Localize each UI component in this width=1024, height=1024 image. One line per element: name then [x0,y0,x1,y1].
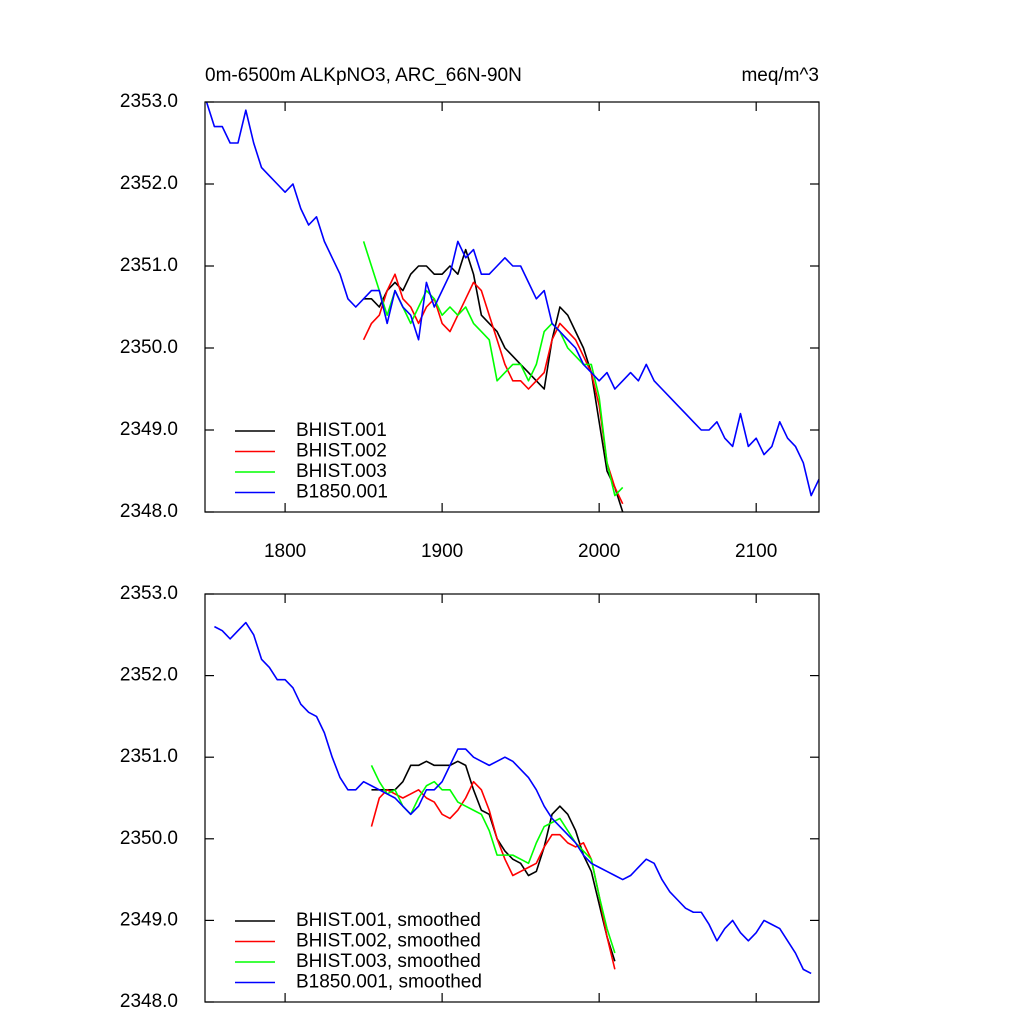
x-tick-label: 1800 [264,541,306,562]
y-tick-label: 2349.0 [120,909,178,930]
series-line [370,780,616,970]
legend-label: BHIST.002 [296,441,387,462]
series-line [214,621,812,975]
series-line [362,273,624,505]
x-tick-label: 2100 [735,541,777,562]
plot-frame [204,593,820,1003]
y-tick-label: 2353.0 [120,583,178,604]
legend-label: BHIST.002, smoothed [296,931,481,952]
legend-label: BHIST.001 [296,420,387,441]
y-tick-label: 2352.0 [120,665,178,686]
panel: 2348.0 2349.0 2350.0 2351.0 2352.0 2353.0 BHIS… [120,583,820,1012]
series-line [362,241,624,497]
chart-title: 0m-6500m ALKpNO3, ARC_66N-90N [205,65,522,86]
y-tick-label: 2350.0 [120,337,178,358]
legend-label: B1850.001 [296,482,388,503]
y-tick-label: 2351.0 [120,746,178,767]
legend-label: BHIST.001, smoothed [296,910,481,931]
y-tick-label: 2351.0 [120,255,178,276]
units-label: meq/m^3 [741,65,819,86]
legend-label: BHIST.003 [296,461,387,482]
x-tick-label: 2000 [578,541,620,562]
y-tick-label: 2352.0 [120,173,178,194]
series-line [205,102,819,497]
legend-label: B1850.001, smoothed [296,972,482,993]
x-tick-label: 1900 [421,541,463,562]
y-tick-label: 2348.0 [120,501,178,522]
panel: 2348.0 2349.0 2350.0 2351.0 2352.0 2353.0 1800… [120,65,820,562]
y-tick-label: 2350.0 [120,828,178,849]
y-tick-label: 2348.0 [120,991,178,1012]
y-tick-label: 2349.0 [120,419,178,440]
plot-frame [204,101,820,513]
legend-label: BHIST.003, smoothed [296,951,481,972]
y-tick-label: 2353.0 [120,91,178,112]
